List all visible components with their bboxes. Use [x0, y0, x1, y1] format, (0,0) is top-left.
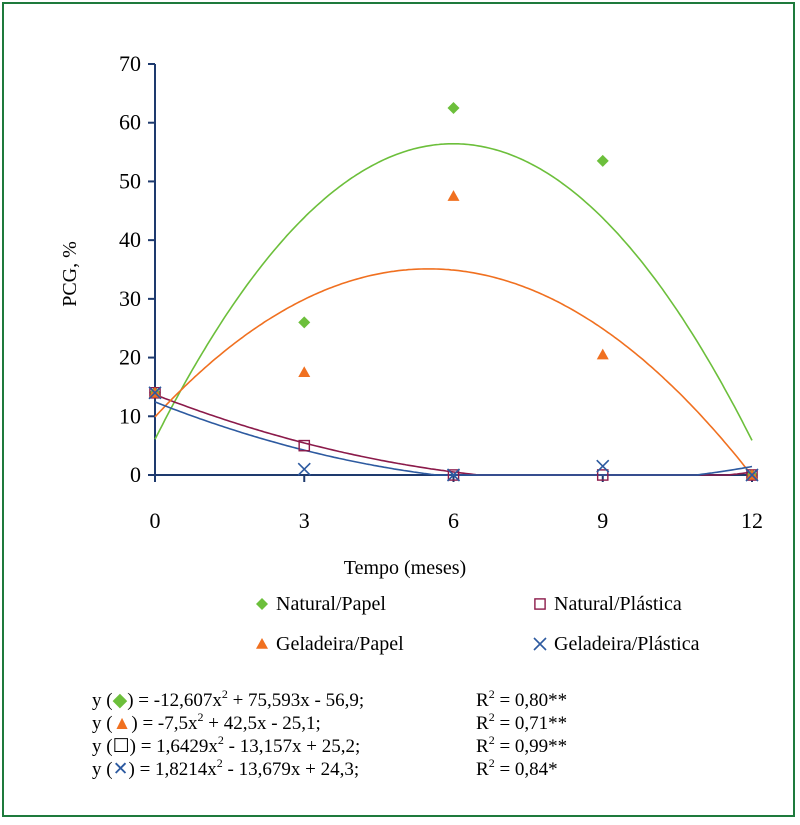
r-squared: R2 = 0,71** — [476, 710, 567, 734]
equation-line: y (✕) = 1,8214x2 - 13,679x + 24,3; — [92, 756, 359, 780]
point-marker — [256, 638, 268, 649]
legend-label: Geladeira/Plástica — [554, 633, 700, 655]
point-marker — [745, 468, 759, 482]
legend-label: Natural/Plástica — [554, 593, 682, 615]
equation-line: y (▲) = -7,5x2 + 42,5x - 25,1; — [92, 710, 321, 734]
point-marker — [148, 386, 162, 400]
y-tick-label: 0 — [130, 462, 141, 487]
r-squared: R2 = 0,99** — [476, 733, 567, 757]
x-tick-label: 6 — [448, 508, 459, 533]
y-tick-label: 30 — [119, 286, 141, 311]
fit-curves — [154, 143, 753, 476]
fit-curve — [154, 143, 753, 441]
equation-line: y (◆) = -12,607x2 + 75,593x - 56,9; — [92, 687, 364, 711]
fit-curve — [154, 393, 753, 476]
y-tick-label: 60 — [119, 110, 141, 135]
point-marker — [446, 468, 461, 482]
data-points — [148, 102, 759, 482]
point-marker — [256, 598, 268, 610]
x-tick-label: 0 — [150, 508, 161, 533]
point-marker — [298, 366, 311, 378]
x-tick-label: 3 — [299, 508, 310, 533]
r-squared: R2 = 0,80** — [476, 687, 567, 711]
regression-equations: y (◆) = -12,607x2 + 75,593x - 56,9; R2 = … — [92, 687, 567, 780]
point-marker — [596, 154, 609, 167]
legend: Natural/Papel Natural/Plástica Geladeira/P… — [256, 593, 700, 655]
axes: 0 10 20 30 40 50 60 70 0 3 6 9 12 — [119, 51, 763, 533]
x-axis-label: Tempo (meses) — [344, 557, 466, 579]
point-marker — [447, 102, 460, 115]
x-tick-label: 12 — [741, 508, 763, 533]
y-axis-label: PCG, % — [59, 241, 81, 307]
point-marker — [447, 469, 460, 481]
y-tick-label: 10 — [119, 403, 141, 428]
r-squared: R2 = 0,84* — [476, 756, 558, 780]
point-marker — [534, 598, 546, 610]
point-marker — [533, 637, 547, 651]
point-marker — [297, 462, 311, 476]
y-tick-label: 70 — [119, 51, 141, 76]
equation-line: y (☐) = 1,6429x2 - 13,157x + 25,2; — [92, 733, 360, 757]
point-marker — [298, 439, 311, 452]
x-tick-label: 9 — [597, 508, 608, 533]
legend-label: Geladeira/Papel — [276, 633, 404, 655]
legend-label: Natural/Papel — [276, 593, 386, 615]
point-marker — [596, 348, 609, 360]
chart-frame: 0 10 20 30 40 50 60 70 0 3 6 9 12 Tempo (meses) PCG,… — [2, 2, 795, 817]
y-tick-label: 50 — [119, 168, 141, 193]
y-tick-label: 20 — [119, 345, 141, 370]
fit-curve — [154, 401, 753, 476]
point-marker — [447, 190, 460, 201]
point-marker — [596, 469, 609, 481]
y-tick-label: 40 — [119, 227, 141, 252]
fit-curve — [154, 268, 753, 476]
point-marker — [596, 459, 610, 473]
chart-svg: 0 10 20 30 40 50 60 70 0 3 6 9 12 Tempo (meses) PCG,… — [59, 51, 763, 780]
point-marker — [298, 316, 311, 329]
